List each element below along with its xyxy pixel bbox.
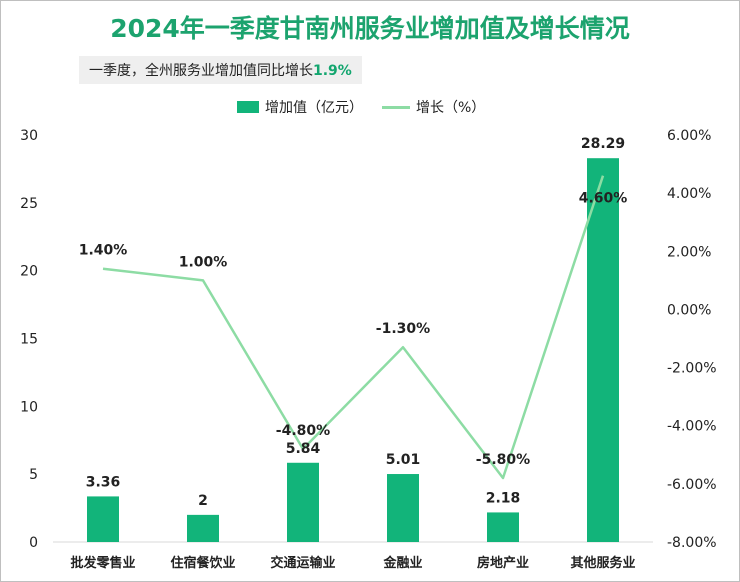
bar — [387, 474, 419, 542]
y-left-tick-label: 10 — [20, 399, 38, 415]
bar — [587, 158, 619, 542]
x-tick-label: 其他服务业 — [570, 555, 635, 571]
chart-legend: 增加值（亿元） 增长（%） — [1, 97, 739, 121]
legend-bar-label: 增加值（亿元） — [265, 100, 363, 116]
x-tick-label: 住宿餐饮业 — [170, 555, 235, 571]
x-tick-label: 交通运输业 — [270, 555, 335, 571]
line-data-label: 1.00% — [179, 254, 228, 270]
y-right-tick-label: 0.00% — [667, 302, 711, 318]
y-left-tick-label: 15 — [20, 332, 38, 348]
y-right-tick-label: -8.00% — [667, 535, 717, 551]
chart-subtitle: 一季度，全州服务业增加值同比增长1.9% — [79, 56, 362, 84]
subtitle-value: 1.9% — [313, 63, 352, 79]
line-series — [102, 175, 605, 480]
legend-line-label: 增长（%） — [416, 100, 486, 116]
bar — [87, 496, 119, 542]
bar — [487, 512, 519, 542]
y-left-tick-label: 5 — [29, 467, 38, 483]
y-left-tick-label: 30 — [20, 128, 38, 144]
x-tick-label: 房地产业 — [477, 555, 529, 571]
bar — [187, 514, 219, 542]
y-right-tick-label: -4.00% — [667, 419, 717, 435]
bar-data-label: 28.29 — [581, 136, 625, 152]
line-data-label: 1.40% — [79, 243, 128, 259]
bar-data-label: 2.18 — [486, 490, 521, 506]
chart-title: 2024年一季度甘南州服务业增加值及增长情况 — [110, 14, 630, 43]
line-data-label: -1.30% — [376, 321, 430, 337]
y-right-tick-label: 2.00% — [667, 244, 711, 260]
bar-data-label: 5.84 — [286, 441, 321, 457]
line-data-label: -4.80% — [276, 423, 330, 439]
legend-line-swatch — [382, 105, 410, 109]
bar-data-label: 3.36 — [86, 474, 121, 490]
bar — [287, 462, 319, 542]
y-left-tick-label: 25 — [20, 196, 38, 212]
subtitle-text: 一季度，全州服务业增加值同比增长 — [89, 63, 313, 79]
legend-bar-swatch — [237, 101, 259, 113]
bar-data-label: 5.01 — [386, 452, 421, 468]
line-data-label: -5.80% — [476, 452, 530, 468]
x-tick-label: 金融业 — [382, 555, 422, 571]
y-left-tick-label: 20 — [20, 264, 38, 280]
bar-data-label: 2 — [198, 493, 208, 509]
y-left-tick-label: 0 — [29, 535, 38, 551]
legend-item-bar: 增加值（亿元） — [237, 97, 363, 117]
legend-item-line: 增长（%） — [382, 97, 485, 117]
y-right-tick-label: -2.00% — [667, 361, 717, 377]
y-right-tick-label: -6.00% — [667, 477, 717, 493]
y-right-tick-label: 6.00% — [667, 128, 711, 144]
line-data-label: 4.60% — [579, 191, 628, 207]
y-right-tick-label: 4.00% — [667, 186, 711, 202]
x-tick-label: 批发零售业 — [70, 555, 135, 571]
